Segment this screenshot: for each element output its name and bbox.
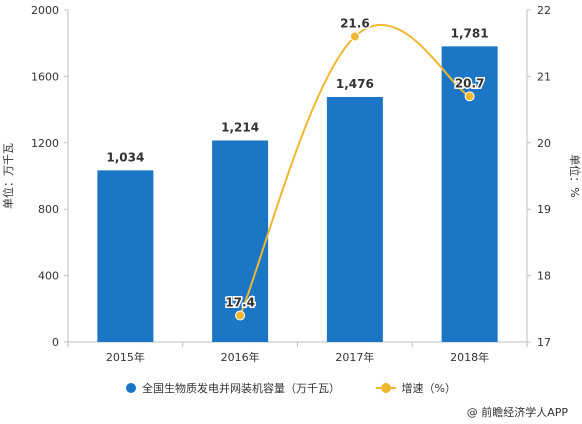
y-tick-label: 800 xyxy=(38,203,59,216)
y-tick-label: 1200 xyxy=(31,137,59,150)
y2-tick-label: 20 xyxy=(537,137,551,150)
bar-value-label: 1,781 xyxy=(451,26,489,40)
bar-value-label: 1,214 xyxy=(221,120,259,134)
bar xyxy=(441,46,498,342)
x-tick-label: 2018年 xyxy=(450,350,489,364)
legend: 全国生物质发电并网装机容量（万千瓦） 增速（%） xyxy=(0,380,582,396)
growth-value-label: 17.4 xyxy=(225,295,255,309)
y2-tick-label: 18 xyxy=(537,270,551,283)
bar xyxy=(326,96,383,342)
growth-point xyxy=(349,31,360,42)
y2-tick-label: 19 xyxy=(537,203,551,216)
x-tick-label: 2016年 xyxy=(221,350,260,364)
y-tick-label: 1600 xyxy=(31,70,59,83)
y2-tick-label: 17 xyxy=(537,336,551,349)
bar xyxy=(97,170,154,342)
x-tick-label: 2017年 xyxy=(335,350,374,364)
growth-value-label: 21.6 xyxy=(340,17,370,31)
y-tick-label: 2000 xyxy=(31,4,59,17)
bar-value-label: 1,476 xyxy=(336,77,374,91)
growth-point xyxy=(464,91,475,102)
growth-point xyxy=(235,310,246,321)
y-tick-label: 0 xyxy=(52,336,59,349)
legend-line-marker xyxy=(375,383,396,393)
y2-tick-label: 21 xyxy=(537,70,551,83)
bar-value-label: 1,034 xyxy=(106,150,144,164)
x-tick-label: 2015年 xyxy=(106,350,145,364)
growth-line xyxy=(239,23,471,316)
y2-tick-label: 22 xyxy=(537,4,551,17)
y-tick-label: 400 xyxy=(38,270,59,283)
legend-line-label: 增速（%） xyxy=(401,382,456,395)
legend-bar-label: 全国生物质发电并网装机容量（万千瓦） xyxy=(142,382,341,395)
y2-axis-title: 单位：% xyxy=(568,154,582,197)
legend-bar-marker xyxy=(126,383,137,393)
legend-item-line[interactable]: 增速（%） xyxy=(375,380,456,396)
y-axis-title: 单位：万千瓦 xyxy=(1,143,15,209)
source-credit: @ 前瞻经济学人APP xyxy=(466,406,568,419)
bar xyxy=(212,140,269,342)
legend-item-bar[interactable]: 全国生物质发电并网装机容量（万千瓦） xyxy=(126,380,340,396)
growth-value-label: 20.7 xyxy=(455,76,485,90)
